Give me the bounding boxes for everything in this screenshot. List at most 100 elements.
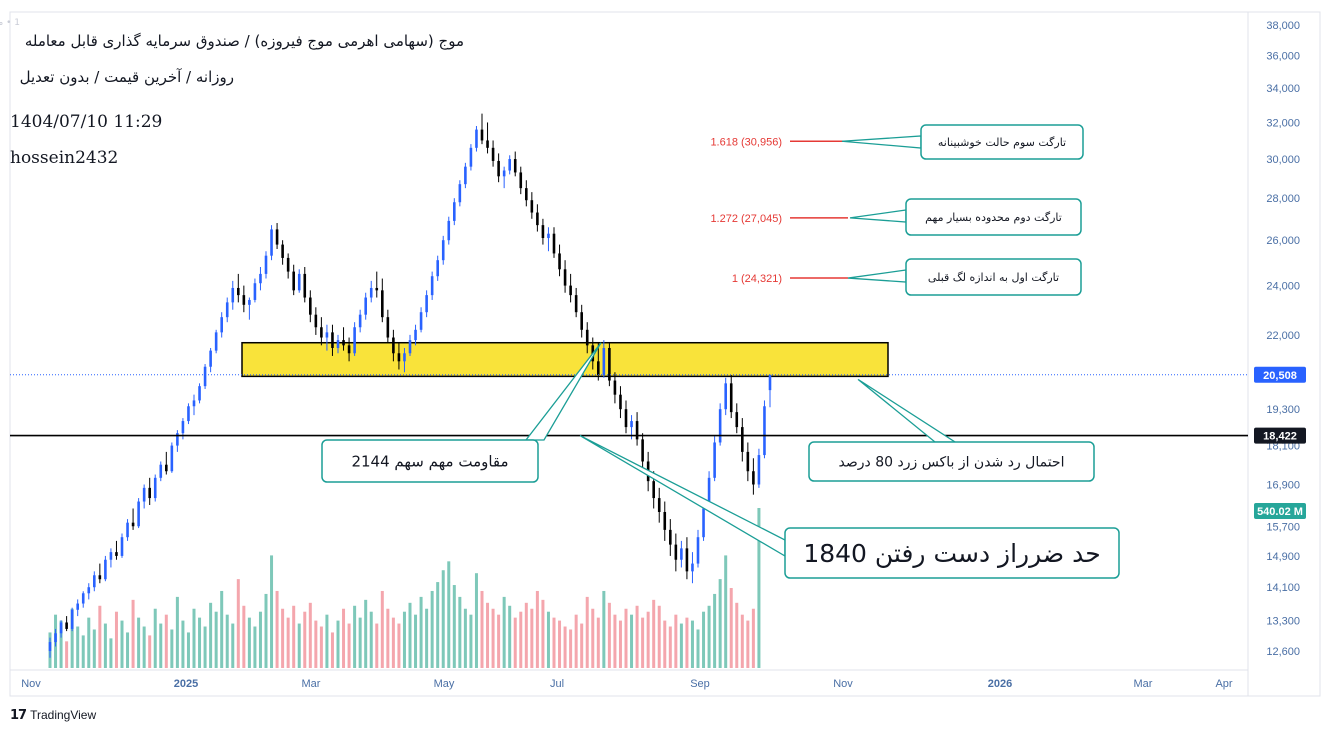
candle [674,533,678,572]
volume-bar [679,623,683,668]
candle-body [353,327,356,354]
candle [142,484,146,509]
candle [303,266,307,303]
volume-bar [474,573,478,668]
candle [419,307,423,333]
candle-body [652,481,655,499]
candle [347,337,351,362]
y-tick-label: 26,000 [1266,235,1300,247]
candle [608,342,611,387]
candle-body [309,297,312,315]
candle [580,304,583,338]
callout-text: مقاومت مهم سهم 2144 [351,452,508,470]
candle [397,342,401,370]
candle [585,322,589,354]
tradingview-logo[interactable]: 17 TradingView [10,706,96,724]
volume-bar [635,605,639,668]
volume-bar [613,614,617,668]
volume-bar [402,611,406,668]
candle-body [508,159,511,171]
candle-body [203,366,207,387]
callouts: تارگت سوم حالت خوشبینانه تارگت دوم محدوده… [321,124,1120,579]
candle-body [713,442,716,478]
candle [214,329,218,354]
callout-stop_loss: حد ضرراز دست رفتن 1840 [579,435,1120,579]
volume-bar [342,608,346,668]
volume-bar [76,626,80,668]
candle-body [292,271,295,291]
candle-body [281,244,284,258]
volume-bar [690,620,694,668]
callout-target1: تارگت اول به اندازه لگ قبلی [847,258,1082,296]
candle [491,140,495,167]
candle-body [214,332,218,351]
candle [297,269,301,293]
callout-box [905,198,1082,236]
candle-body [170,445,174,472]
candle-body [729,383,733,413]
callout-pointer [841,135,922,149]
volume-bar [469,614,473,668]
volume-bar [247,617,251,668]
y-tick-label: 38,000 [1266,20,1300,32]
candle-body [597,361,600,375]
volume-bar [641,617,645,668]
candle [54,628,57,647]
candle [624,400,628,434]
volume-bar [364,599,368,668]
candle-body [104,559,107,580]
candle-body [447,220,451,241]
volume-bar [281,608,285,668]
volume-bar [757,508,761,668]
candle [414,324,417,346]
x-tick-label: Nov [833,678,853,690]
candle [87,583,91,600]
volume-bar [114,611,118,668]
candle-body [408,340,412,354]
candle-body [741,427,744,452]
candle [663,501,667,541]
volume-tag: 540.02 M [1254,503,1306,519]
candle-body [718,409,722,443]
volume-bar [98,605,102,668]
volume-bar [502,596,506,668]
candle [353,322,356,356]
volume-bar [491,608,495,668]
candle-body [480,129,484,141]
volume-bar [270,555,274,668]
candle-body [464,166,467,185]
callout-box [784,527,1120,579]
candle-body [253,283,257,300]
candle-body [209,350,212,367]
volume-bar [569,629,573,668]
candle-body [364,297,367,315]
volume-bar [618,620,622,668]
candle [231,280,235,310]
candle-body [425,295,428,313]
candle [552,227,556,258]
volume-bar [480,590,484,668]
volume-bar [707,605,711,668]
candle [569,273,572,303]
callout-box [321,439,539,483]
candle [159,461,163,482]
y-tick-label: 22,000 [1266,330,1300,342]
callout-target3: تارگت سوم حالت خوشبینانه [841,124,1084,160]
volume-bar [546,611,550,668]
candle [281,240,284,265]
candle-body [392,337,395,354]
candle [65,616,68,632]
volume-bar [735,602,739,668]
volume-bar [330,632,334,668]
candle [574,287,578,318]
candle [237,273,240,303]
candle-body [536,212,539,226]
callout-target2: تارگت دوم محدوده بسیار مهم [849,198,1082,236]
candle-body [286,257,290,272]
candle [729,374,733,419]
candle-body [137,501,140,527]
candle-body [386,317,390,338]
candle-body [702,508,705,538]
candle [696,529,700,568]
volume-bar [258,611,262,668]
